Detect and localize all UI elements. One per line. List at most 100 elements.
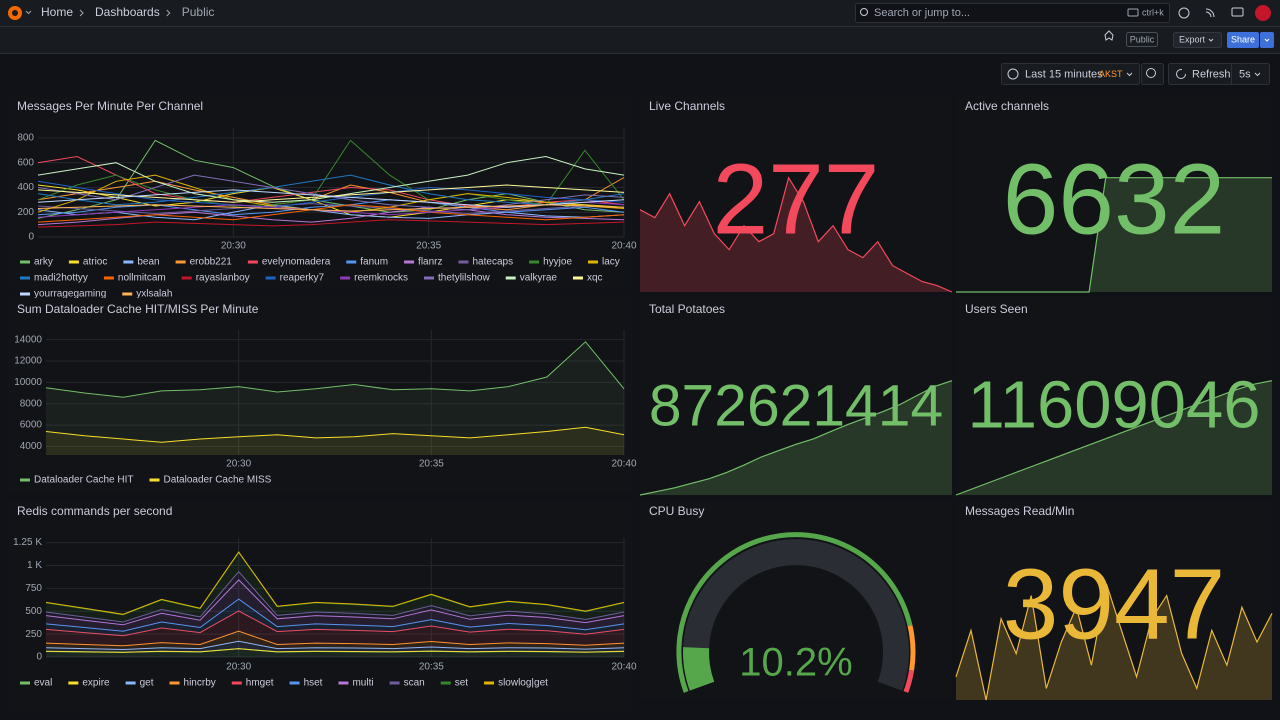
legend-label: lacy bbox=[602, 257, 620, 268]
stat-value: 6632 bbox=[1003, 143, 1225, 255]
series-line bbox=[37, 203, 625, 215]
legend-label: Dataloader Cache HIT bbox=[34, 475, 134, 486]
help-icon[interactable] bbox=[1178, 7, 1190, 19]
sparkline-fill bbox=[956, 177, 1272, 292]
keyboard-icon bbox=[1127, 8, 1139, 17]
sparkline-fill bbox=[956, 380, 1272, 495]
y-tick-label: 4000 bbox=[20, 441, 43, 452]
legend-label: yxlsalah bbox=[136, 289, 172, 300]
series-line bbox=[45, 630, 625, 647]
legend-label: hyyjoe bbox=[543, 257, 572, 268]
chevron bbox=[1254, 72, 1261, 77]
y-tick-label: 14000 bbox=[14, 334, 42, 345]
legend-label: hincrby bbox=[184, 678, 216, 689]
y-tick-label: 1 K bbox=[27, 560, 42, 571]
area-fill bbox=[46, 341, 624, 455]
panel bbox=[640, 500, 952, 700]
series-line bbox=[45, 598, 625, 632]
y-tick-label: 400 bbox=[17, 182, 34, 193]
panel bbox=[956, 500, 1272, 700]
refresh-picker[interactable] bbox=[1168, 63, 1270, 85]
series-line bbox=[37, 174, 625, 206]
panel bbox=[8, 95, 632, 290]
panel-title: Sum Dataloader Cache HIT/MISS Per Minute bbox=[17, 302, 259, 316]
sparkline bbox=[955, 583, 1273, 701]
series-line bbox=[37, 204, 625, 221]
breadcrumb-separator bbox=[79, 9, 84, 17]
area-fill bbox=[46, 571, 624, 625]
legend-label: expire bbox=[82, 678, 110, 689]
y-tick-label: 12000 bbox=[14, 356, 42, 367]
export-button[interactable] bbox=[1173, 32, 1222, 48]
panel-title: Users Seen bbox=[965, 302, 1028, 316]
legend-label: atrioc bbox=[83, 257, 107, 268]
y-tick-label: 6000 bbox=[20, 420, 43, 431]
series-line bbox=[37, 189, 625, 208]
public-badge bbox=[1126, 32, 1158, 47]
legend-label: Dataloader Cache MISS bbox=[164, 475, 272, 486]
legend-label: reaperky7 bbox=[280, 273, 325, 284]
stat-value: 277 bbox=[713, 143, 880, 255]
refresh-interval[interactable]: 5s bbox=[1239, 68, 1251, 80]
panel bbox=[640, 95, 952, 292]
timezone: AKST bbox=[1099, 69, 1123, 79]
threshold-band bbox=[907, 625, 916, 671]
news-icon[interactable] bbox=[1205, 8, 1215, 18]
search-icon bbox=[860, 8, 868, 16]
threshold-band bbox=[903, 669, 915, 693]
gauge-value bbox=[683, 647, 715, 691]
legend-label: slowlog|get bbox=[498, 678, 548, 689]
legend-label: eval bbox=[34, 678, 52, 689]
stat-value: 872621414 bbox=[649, 374, 943, 439]
area-fill bbox=[46, 648, 624, 657]
star-icon[interactable] bbox=[1104, 30, 1114, 41]
x-tick-label: 20:40 bbox=[611, 662, 636, 673]
time-range: Last 15 minutes bbox=[1025, 68, 1103, 80]
gauge-label: 10.2% bbox=[739, 641, 852, 685]
legend-label: rayaslanboy bbox=[196, 273, 250, 284]
breadcrumb-separator bbox=[166, 9, 171, 17]
x-tick-label: 20:40 bbox=[611, 459, 636, 470]
logo bbox=[12, 10, 18, 16]
panel-title: Live Channels bbox=[649, 99, 725, 113]
series-line bbox=[37, 199, 625, 216]
kiosk-icon[interactable] bbox=[1231, 7, 1244, 17]
series-line bbox=[45, 426, 625, 443]
share-button[interactable] bbox=[1227, 32, 1259, 48]
export-label: Export bbox=[1179, 34, 1206, 44]
search-placeholder: Search or jump to... bbox=[874, 7, 970, 19]
panel-title: CPU Busy bbox=[649, 504, 704, 518]
breadcrumb[interactable]: Home bbox=[41, 5, 73, 19]
menu-chevron[interactable] bbox=[25, 10, 32, 15]
legend-label: get bbox=[140, 678, 154, 689]
gauge-track bbox=[683, 539, 909, 691]
refresh-icon bbox=[1176, 69, 1186, 79]
share-label: Share bbox=[1231, 34, 1255, 44]
sparkline bbox=[956, 177, 1272, 293]
panel bbox=[8, 298, 632, 493]
y-tick-label: 8000 bbox=[20, 398, 43, 409]
search-box[interactable] bbox=[855, 3, 1170, 23]
zoom-out-button[interactable] bbox=[1141, 63, 1164, 85]
legend-label: valkyrae bbox=[520, 273, 558, 284]
legend-label: madi2hottyy bbox=[34, 273, 88, 284]
chevron bbox=[1264, 38, 1270, 42]
panel-title: Total Potatoes bbox=[649, 302, 725, 316]
area-fill bbox=[46, 427, 624, 455]
sparkline-fill bbox=[956, 584, 1272, 700]
panel bbox=[956, 298, 1272, 495]
panel bbox=[640, 298, 952, 495]
avatar[interactable] bbox=[1255, 5, 1271, 21]
legend-label: flanrz bbox=[418, 257, 442, 268]
panel-title: Active channels bbox=[965, 99, 1049, 113]
y-tick-label: 600 bbox=[17, 157, 34, 168]
breadcrumb: Public bbox=[182, 5, 215, 19]
share-menu-button[interactable] bbox=[1260, 32, 1274, 48]
breadcrumb[interactable]: Dashboards bbox=[95, 5, 160, 19]
series-line bbox=[37, 204, 625, 223]
chevron bbox=[1208, 38, 1214, 42]
zoom-icon bbox=[1146, 68, 1156, 78]
y-tick-label: 750 bbox=[25, 583, 42, 594]
time-picker[interactable] bbox=[1001, 63, 1140, 85]
x-tick-label: 20:30 bbox=[226, 662, 251, 673]
